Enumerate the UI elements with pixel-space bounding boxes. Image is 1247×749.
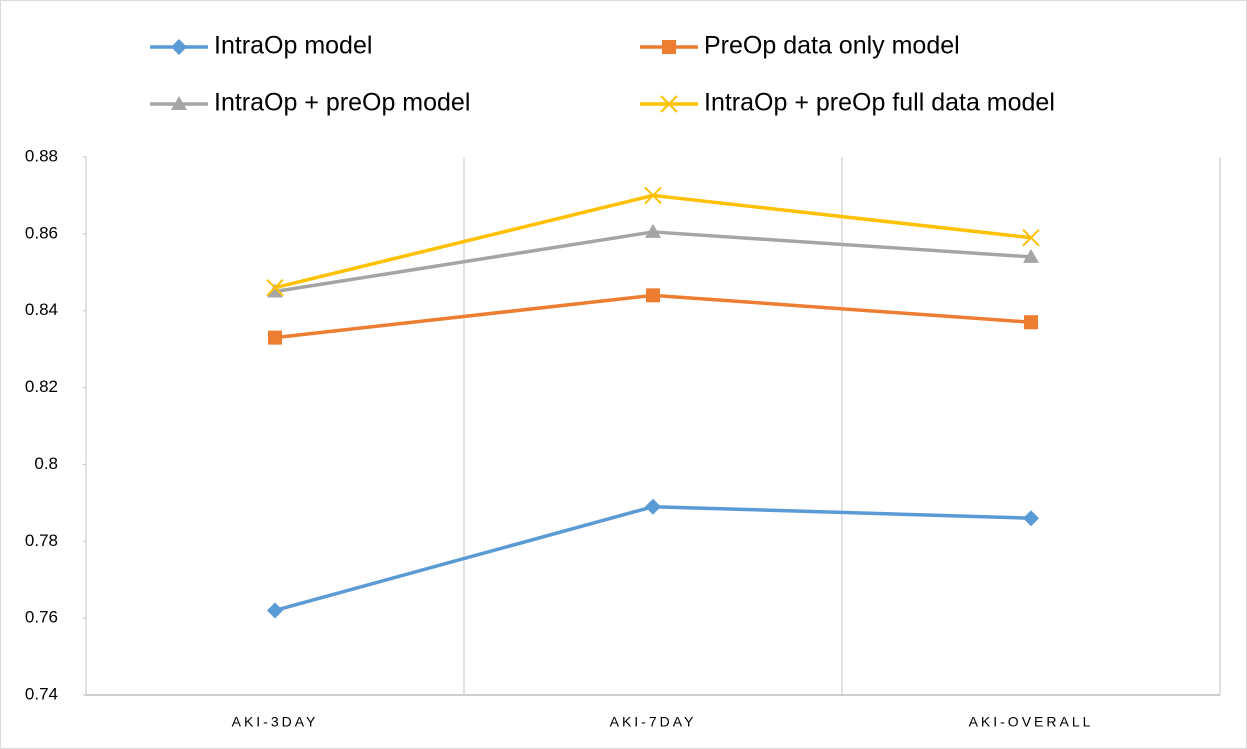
marker: [1022, 228, 1040, 247]
marker: [644, 186, 662, 205]
x-tick-label: AKI-3DAY: [232, 714, 319, 730]
legend-marker: [660, 95, 678, 113]
marker: [1023, 510, 1039, 527]
legend-label: PreOp data only model: [704, 32, 960, 60]
marker: [1023, 248, 1039, 263]
y-tick-label: 0.78: [25, 531, 58, 550]
x-tick-label: AKI-7DAY: [610, 714, 697, 730]
legend-marker: [662, 40, 676, 54]
marker: [266, 278, 284, 297]
marker: [267, 283, 283, 298]
legend-marker: [171, 96, 187, 110]
y-tick-label: 0.74: [25, 684, 58, 703]
marker: [646, 288, 660, 303]
marker: [268, 330, 282, 345]
y-tick-label: 0.84: [25, 300, 58, 319]
y-tick-label: 0.86: [25, 223, 58, 242]
legend-label: IntraOp + preOp model: [214, 89, 470, 117]
x-tick-label: AKI-OVERALL: [969, 714, 1094, 730]
marker: [1024, 315, 1038, 330]
y-tick-label: 0.88: [25, 146, 58, 165]
legend-label: IntraOp + preOp full data model: [704, 89, 1055, 117]
marker: [645, 498, 661, 515]
y-tick-label: 0.82: [25, 377, 58, 396]
marker: [645, 223, 661, 238]
y-tick-label: 0.76: [25, 608, 58, 627]
legend-label: IntraOp model: [214, 32, 372, 60]
legend-marker: [171, 39, 187, 55]
y-tick-label: 0.8: [34, 454, 58, 473]
marker: [267, 602, 283, 619]
